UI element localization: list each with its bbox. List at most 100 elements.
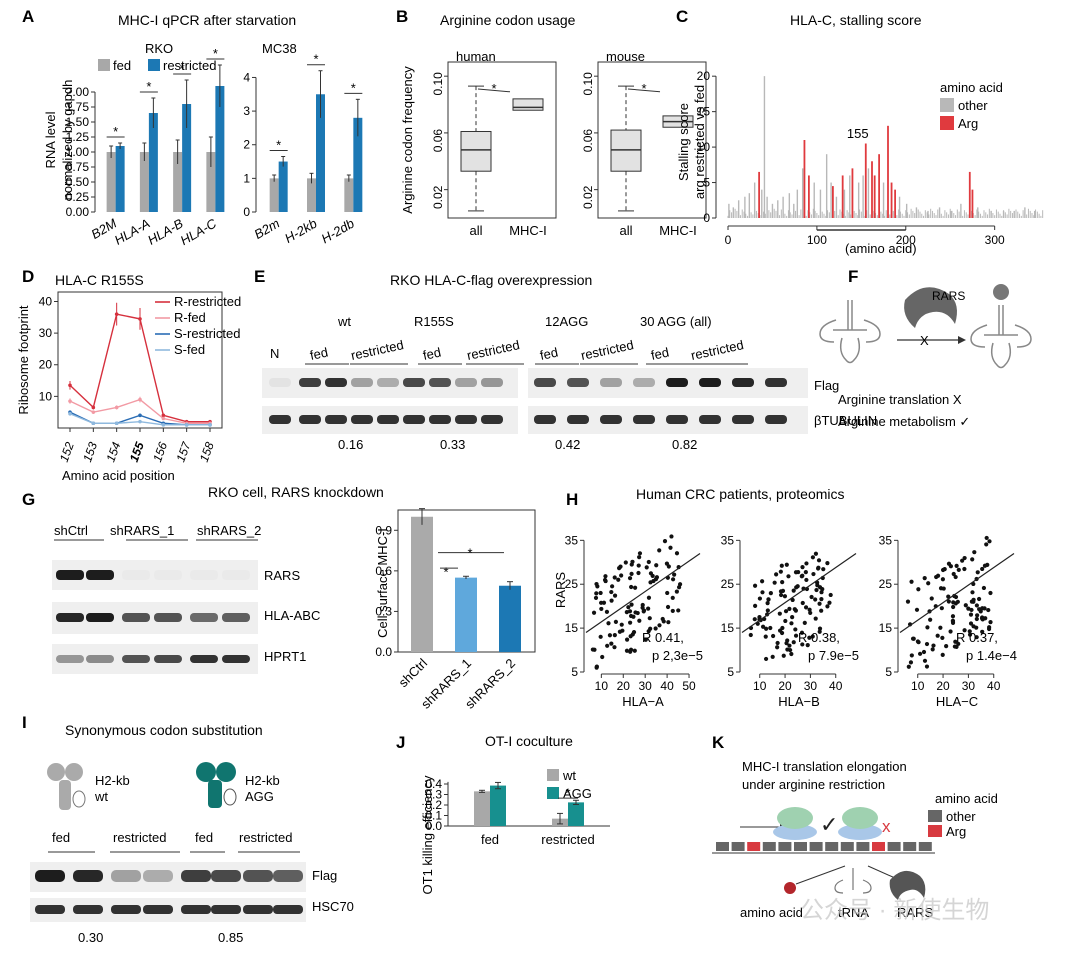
e-condition-restricted: restricted xyxy=(466,337,521,363)
i-flag-band xyxy=(273,870,303,882)
h-point xyxy=(637,555,642,560)
h-point xyxy=(970,590,975,595)
g-band-rars xyxy=(190,570,218,580)
h-point xyxy=(948,629,953,634)
h-point xyxy=(768,591,773,596)
h-xtick-label: 30 xyxy=(962,679,976,693)
h-point xyxy=(764,626,769,631)
h-xtick-label: 10 xyxy=(595,679,609,693)
h-point xyxy=(793,570,799,575)
panel-b-left-boxplot: 0.02 0.06 0.10 all MHC-I * xyxy=(431,61,557,238)
h-point xyxy=(946,599,951,604)
band-label-hsc70: HSC70 xyxy=(312,899,354,914)
h-point xyxy=(631,614,636,619)
panel-a: A MHC-I qPCR after starvation RNA level … xyxy=(22,7,363,248)
codon-other xyxy=(887,842,901,851)
e-condition-fed: fed xyxy=(539,345,560,363)
h-point xyxy=(763,656,769,662)
j-ytick-label: 0.0 xyxy=(425,819,442,833)
h-point xyxy=(983,616,988,621)
k-label-rars: RARS xyxy=(897,905,933,920)
b-ytick-label: 0.02 xyxy=(581,185,595,209)
codon-other xyxy=(856,842,870,851)
e-tubulin-band xyxy=(377,415,399,424)
h-point xyxy=(974,616,979,622)
e-tubulin-band xyxy=(765,415,787,424)
j-legend-label-wt: wt xyxy=(562,768,576,783)
h-point xyxy=(606,621,611,626)
h-point xyxy=(624,637,630,642)
e-flag-band xyxy=(765,378,787,387)
h-p-value: p 7.9e−5 xyxy=(808,648,859,663)
trna-right-icon xyxy=(970,305,1032,369)
h-point xyxy=(633,585,638,590)
h-xtick-label: 40 xyxy=(829,679,843,693)
a-right-category-label: H-2db xyxy=(319,216,357,247)
h-point xyxy=(924,641,930,647)
mrna-codon-strip xyxy=(712,842,935,854)
h-ytick-label: 15 xyxy=(879,621,893,635)
e-condition-fed: fed xyxy=(650,345,671,363)
h-point xyxy=(791,588,796,593)
h-point xyxy=(672,572,677,577)
h-point xyxy=(975,570,980,575)
h-point xyxy=(609,589,614,595)
h-point xyxy=(676,608,681,613)
h-point xyxy=(657,623,662,628)
h-point xyxy=(984,542,989,547)
c-ytick-label: 10 xyxy=(697,140,711,154)
e-flag-band xyxy=(481,378,503,387)
h-point xyxy=(760,579,765,584)
check-mark-icon: ✓ xyxy=(820,812,838,837)
h-point xyxy=(771,633,776,639)
h-point xyxy=(810,555,816,560)
b-plot-frame xyxy=(447,61,557,219)
h-point xyxy=(820,586,825,592)
h-point xyxy=(921,649,927,655)
h-point xyxy=(986,607,991,613)
j-legend-label-agg: AGG xyxy=(563,786,592,801)
h-point xyxy=(768,625,773,631)
panel-i-blot xyxy=(30,851,306,922)
h-point xyxy=(612,575,617,580)
h-point xyxy=(628,649,633,654)
h-ytick-label: 25 xyxy=(565,577,579,591)
codon-other xyxy=(825,842,839,851)
h-point xyxy=(590,647,595,652)
legend-swatch-restricted xyxy=(148,59,160,71)
a-left-bar-restricted xyxy=(215,86,225,212)
g-band-hla xyxy=(222,613,250,622)
codon-other xyxy=(903,842,917,851)
h-point xyxy=(931,643,936,648)
lane-i-restricted-2: restricted xyxy=(239,830,292,845)
panel-letter-h: H xyxy=(566,490,578,509)
h-point xyxy=(828,592,833,598)
e-flag-band xyxy=(732,378,754,387)
panel-d: D HLA-C R155S Ribosome footprint Amino a… xyxy=(16,267,241,483)
h-point xyxy=(629,571,634,576)
h-point xyxy=(783,618,788,624)
h-point xyxy=(627,576,633,581)
h-point xyxy=(950,614,956,619)
h-point xyxy=(935,573,941,578)
h-point xyxy=(972,550,977,555)
h-point xyxy=(800,642,805,647)
h-point xyxy=(778,569,783,574)
c-xtick-label: 100 xyxy=(807,233,827,247)
h-point xyxy=(955,599,960,604)
trna-left-icon xyxy=(819,300,881,364)
g-category-label: shCtrl xyxy=(396,655,431,690)
panel-k-legend-title: amino acid xyxy=(935,791,998,806)
codon-other xyxy=(762,842,776,851)
h-point xyxy=(944,643,949,649)
panel-f-line-1: Arginine translation X xyxy=(838,392,962,407)
h-point xyxy=(808,610,813,616)
e-flag-band xyxy=(325,378,347,387)
h-point xyxy=(791,640,796,645)
h-point xyxy=(602,577,608,583)
h-xlabel: HLA−A xyxy=(622,694,664,709)
h-point xyxy=(946,561,952,566)
h-point xyxy=(930,647,935,652)
h-point xyxy=(819,597,824,602)
